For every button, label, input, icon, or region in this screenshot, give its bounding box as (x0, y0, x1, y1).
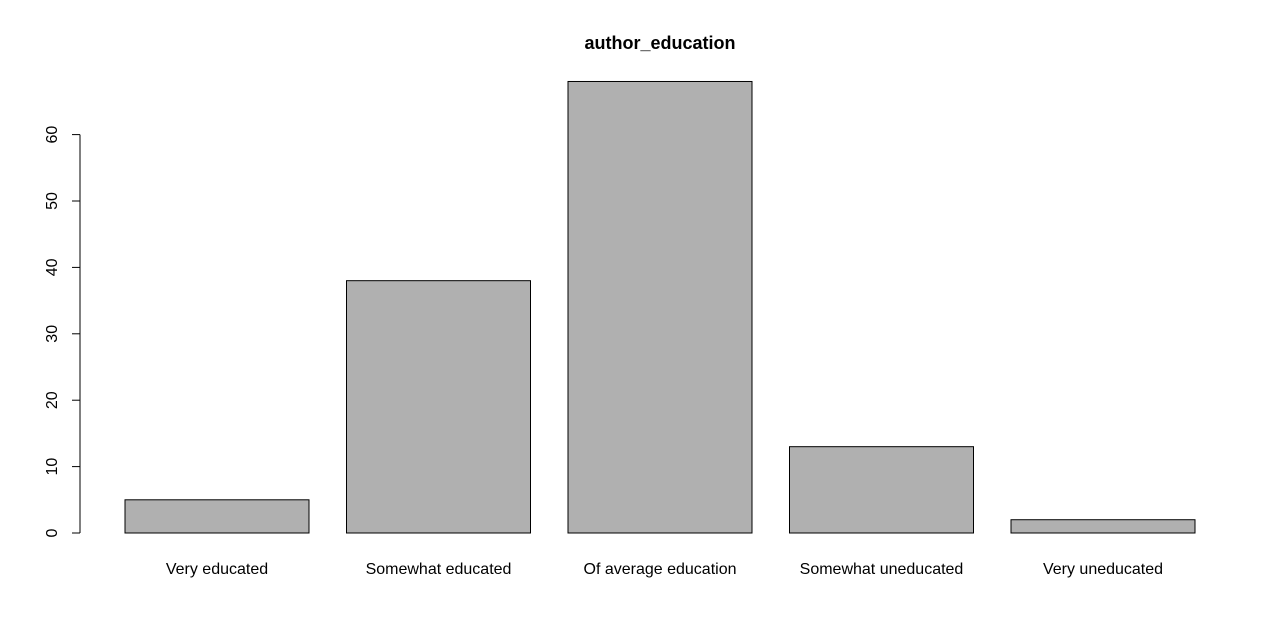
y-tick-label: 50 (44, 192, 61, 210)
x-category-label: Somewhat educated (366, 561, 512, 578)
bar (789, 446, 974, 534)
y-tick-label: 0 (44, 528, 61, 537)
y-tick-label: 10 (44, 458, 61, 476)
bar (1010, 519, 1196, 534)
chart-title: author_education (584, 33, 735, 53)
bars (124, 80, 1196, 534)
y-tick-label: 20 (44, 391, 61, 409)
y-tick-label: 60 (44, 126, 61, 144)
y-axis: 0 10 20 30 40 50 60 (44, 126, 81, 537)
x-category-label: Very educated (166, 561, 268, 578)
bar (346, 280, 531, 534)
y-tick-label: 30 (44, 325, 61, 343)
x-category-label: Of average education (584, 561, 737, 578)
bar (124, 499, 310, 534)
x-category-label: Somewhat uneducated (800, 561, 964, 578)
bar (567, 80, 753, 534)
x-category-label: Very uneducated (1043, 561, 1163, 578)
y-tick-label: 40 (44, 258, 61, 276)
x-axis-labels: Very educated Somewhat educated Of average… (166, 561, 1163, 578)
